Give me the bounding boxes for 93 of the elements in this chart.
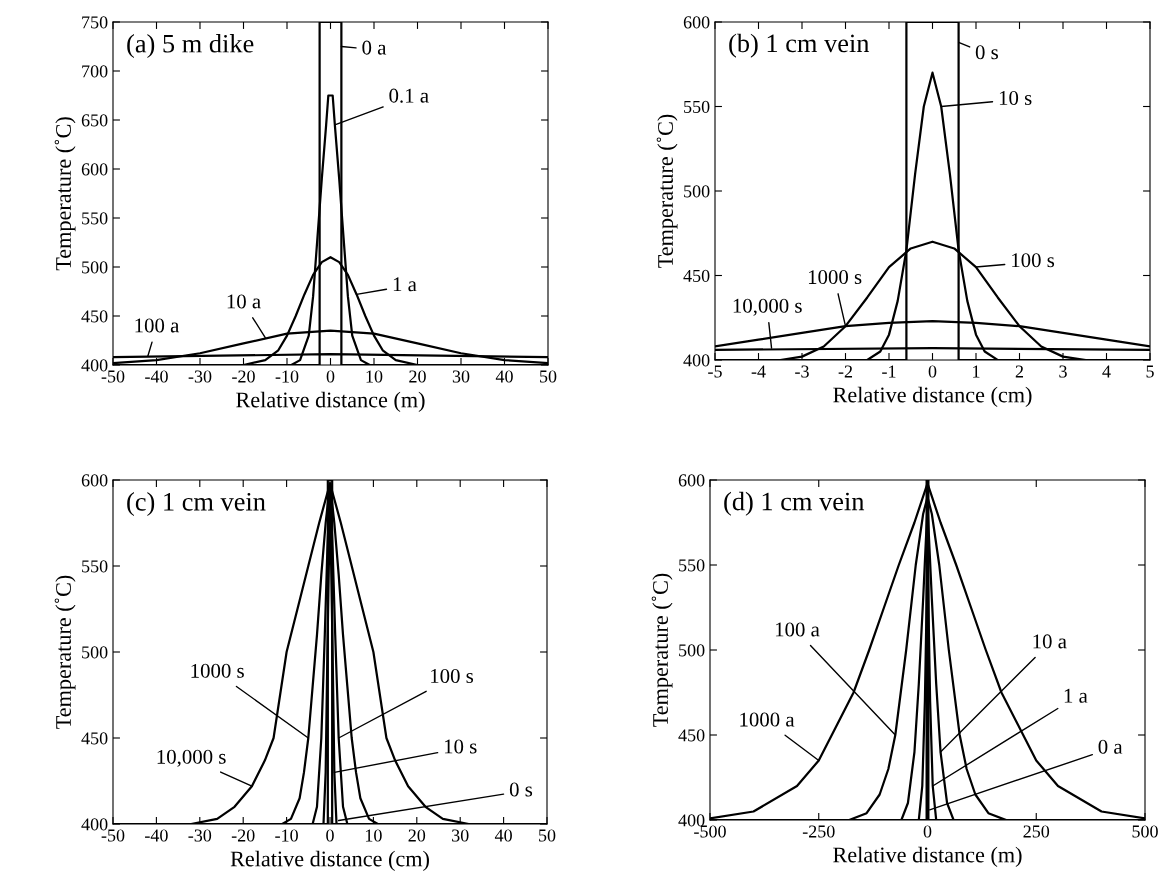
y-tick-label: 700 (82, 65, 108, 78)
x-tick-label: -30 (188, 370, 212, 383)
x-tick-label: 2 (1015, 365, 1024, 378)
y-tick-label: 500 (82, 261, 108, 274)
annotation: 0 s (975, 45, 998, 60)
x-tick-label: -50 (101, 829, 125, 842)
x-tick-label: 30 (452, 829, 469, 842)
x-tick-label: -50 (101, 370, 125, 383)
y-tick-label: 550 (82, 560, 108, 573)
y-tick-label: 500 (82, 646, 108, 659)
x-tick-label: -3 (795, 365, 809, 378)
x-tick-label: -500 (694, 825, 726, 838)
x-tick-label: -40 (145, 370, 168, 383)
x-tick-label: -20 (232, 370, 255, 383)
y-tick-label: 400 (678, 814, 705, 827)
y-tick-label: 450 (683, 269, 710, 282)
annotation: 1000 s (808, 270, 862, 285)
x-tick-label: 10 (365, 829, 382, 842)
x-tick-label: -250 (802, 825, 835, 838)
annotation: 100 s (431, 668, 474, 684)
annotation: 0.1 a (389, 88, 429, 103)
x-tick-label: -4 (751, 365, 766, 378)
x-tick-label: 500 (1132, 825, 1158, 838)
y-tick-label: 500 (679, 644, 705, 657)
chart-title: (d) 1 cm vein (724, 491, 865, 516)
annotation: 100 a (775, 622, 820, 637)
annotation: 100 s (1012, 253, 1055, 268)
y-tick-label: 600 (683, 16, 710, 29)
y-tick-label: 450 (81, 310, 108, 323)
y-axis-title: Temperature (˚C) (54, 575, 76, 729)
x-axis-title: Relative distance (m) (833, 846, 1022, 867)
x-axis-title: Relative distance (cm) (833, 386, 1032, 407)
x-tick-label: 0 (928, 365, 937, 378)
x-tick-label: -10 (275, 829, 298, 842)
x-axis-title: Relative distance (cm) (230, 850, 429, 871)
y-tick-label: 550 (684, 100, 710, 113)
annotation: 0 a (1098, 739, 1123, 754)
y-tick-label: 400 (81, 818, 108, 831)
x-tick-label: 10 (366, 370, 383, 383)
x-tick-label: 20 (409, 370, 426, 383)
chart-title: (c) 1 cm vein (127, 492, 266, 517)
x-tick-label: 4 (1102, 365, 1111, 378)
x-tick-label: -5 (708, 365, 722, 378)
annotation: 10 s (444, 739, 477, 754)
y-tick-label: 600 (81, 474, 108, 487)
y-tick-label: 400 (81, 359, 108, 372)
y-tick-label: 400 (683, 354, 710, 367)
y-tick-label: 550 (679, 559, 705, 572)
annotation: 10 a (227, 294, 261, 309)
x-tick-label: 20 (408, 829, 426, 842)
annotation: 0 s (509, 782, 533, 797)
x-tick-label: 30 (452, 370, 470, 383)
y-tick-label: 450 (678, 729, 705, 742)
y-tick-label: 450 (81, 732, 108, 745)
annotation: 1 a (1064, 688, 1088, 703)
x-tick-label: 40 (495, 370, 513, 383)
y-tick-label: 500 (684, 185, 710, 198)
y-tick-label: 650 (81, 114, 108, 127)
x-tick-label: -20 (231, 829, 255, 842)
y-tick-label: 600 (678, 474, 705, 487)
y-axis-title: Temperature (˚C) (656, 114, 678, 268)
chart-title: (b) 1 cm vein (729, 33, 870, 58)
x-tick-label: 0 (923, 825, 932, 838)
x-tick-label: 40 (494, 829, 512, 842)
x-tick-label: 50 (539, 829, 556, 842)
annotation: 0 a (362, 40, 387, 55)
x-tick-label: 5 (1146, 365, 1154, 378)
x-axis-title: Relative distance (m) (236, 391, 425, 412)
x-tick-label: -30 (188, 829, 212, 842)
x-tick-label: -10 (275, 370, 299, 383)
x-tick-label: -2 (838, 365, 853, 378)
x-tick-label: 50 (540, 370, 557, 383)
y-axis-title: Temperature (˚C) (651, 573, 673, 727)
x-tick-label: 250 (1023, 825, 1050, 838)
x-tick-label: 0 (326, 829, 334, 842)
y-tick-label: 750 (82, 16, 108, 29)
y-tick-label: 550 (82, 212, 108, 225)
y-tick-label: 600 (81, 163, 108, 176)
annotation: 1 a (393, 277, 417, 292)
annotation: 1000 s (191, 663, 244, 678)
annotation: 1000 a (740, 712, 795, 727)
x-tick-label: 3 (1059, 365, 1067, 378)
annotation: 10,000 s (157, 749, 226, 767)
x-tick-label: 0 (326, 370, 335, 383)
x-tick-label: 1 (973, 365, 980, 378)
y-axis-title: Temperature (˚C) (54, 117, 76, 271)
annotation: 10 s (999, 90, 1032, 105)
annotation: 10 a (1033, 634, 1067, 649)
x-tick-label: -40 (145, 829, 168, 842)
x-tick-label: -1 (882, 365, 896, 378)
chart-title: (a) 5 m dike (127, 34, 254, 58)
annotation: 100 a (135, 318, 180, 333)
annotation: 10,000 s (733, 298, 802, 316)
